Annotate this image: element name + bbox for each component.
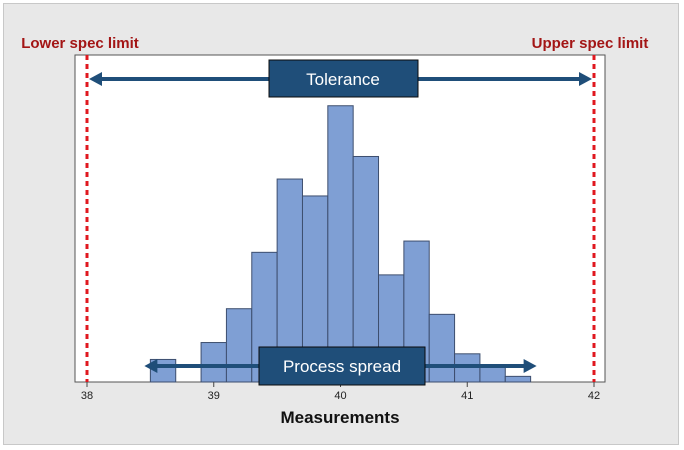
process-spread-annotation: Process spread <box>144 346 537 386</box>
histogram-bar-8 <box>352 155 380 383</box>
histogram-bar-14 <box>504 375 532 383</box>
spec-limits: Lower spec limit Upper spec limit <box>21 35 648 382</box>
tolerance-label: Tolerance <box>306 70 380 89</box>
lower-spec-label: Lower spec limit <box>21 35 139 52</box>
process-spread-arrowhead-right <box>523 359 537 373</box>
process-spread-arrowhead-left <box>144 359 158 373</box>
x-tick-label-2: 40 <box>334 390 346 402</box>
process-spread-label-box <box>258 346 426 386</box>
x-axis-ticks: 38 39 40 41 42 <box>81 382 600 402</box>
x-axis-title: Measurements <box>280 408 399 427</box>
x-tick-label-0: 38 <box>81 390 93 402</box>
tolerance-label-box <box>268 59 419 98</box>
upper-spec-label: Upper spec limit <box>532 35 649 52</box>
tolerance-arrowhead-right <box>579 72 592 86</box>
histogram-bar-11 <box>428 313 456 383</box>
tolerance-annotation: Tolerance <box>89 59 592 98</box>
x-tick-label-4: 42 <box>588 390 600 402</box>
x-tick-label-1: 39 <box>208 390 220 402</box>
x-tick-label-3: 41 <box>461 390 473 402</box>
histogram-bar-2 <box>200 342 227 383</box>
process-spread-label: Process spread <box>283 357 401 376</box>
tolerance-arrowhead-left <box>89 72 102 86</box>
histogram-bar-3 <box>225 308 253 383</box>
histogram-bar-7 <box>327 105 354 383</box>
